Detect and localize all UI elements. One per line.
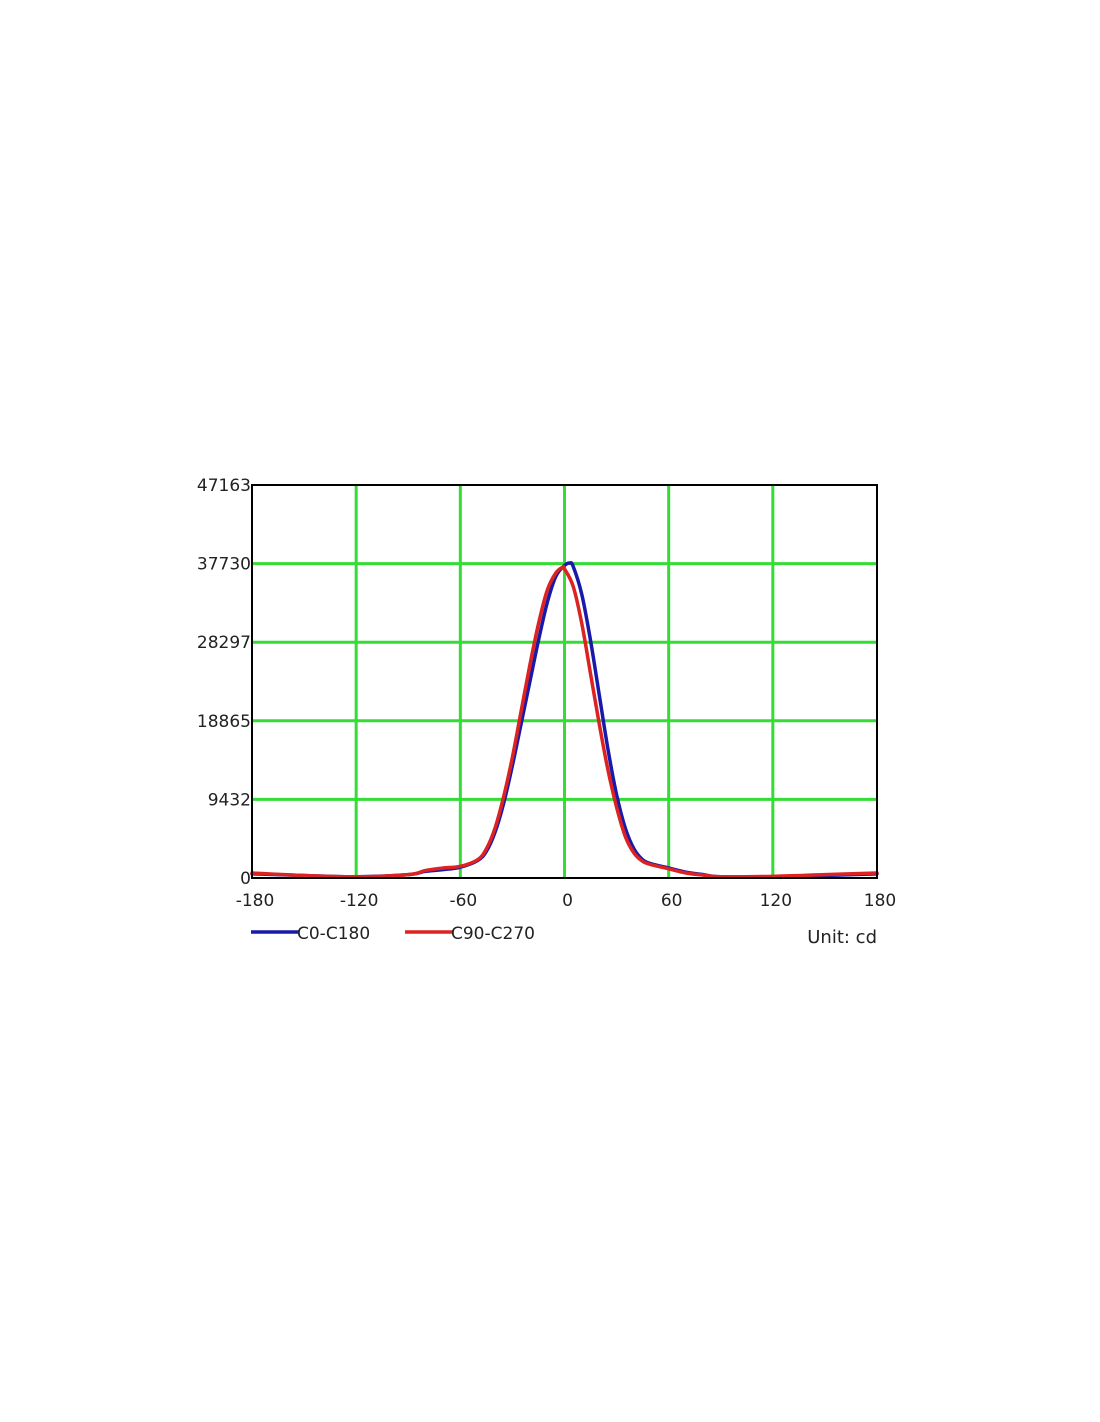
legend-label: C0-C180 [297,924,370,944]
plot-frame [251,484,878,879]
y-tick-label: 18865 [197,712,251,732]
y-tick-label: 9432 [208,790,251,810]
series-line-2 [250,564,879,879]
x-axis-ticks: -180 -120 -60 0 60 120 180 [236,891,897,911]
x-tick-label: 0 [562,891,573,911]
grid-lines [252,485,877,878]
series-lines [250,560,879,879]
x-tick-label: -180 [236,891,275,911]
x-tick-label: -60 [449,891,477,911]
x-tick-label: 60 [661,891,683,911]
x-tick-label: 180 [864,891,896,911]
legend: C0-C180 C90-C270 [251,924,535,944]
y-tick-label: 0 [240,869,251,889]
y-axis-ticks: 0 9432 18865 28297 37730 47163 [197,476,251,889]
unit-label: Unit: cd [807,927,877,948]
y-tick-label: 47163 [197,476,251,496]
legend-label: C90-C270 [451,924,535,944]
y-tick-label: 37730 [197,555,251,575]
y-tick-label: 28297 [197,633,251,653]
x-tick-label: 120 [760,891,792,911]
x-tick-label: -120 [340,891,379,911]
